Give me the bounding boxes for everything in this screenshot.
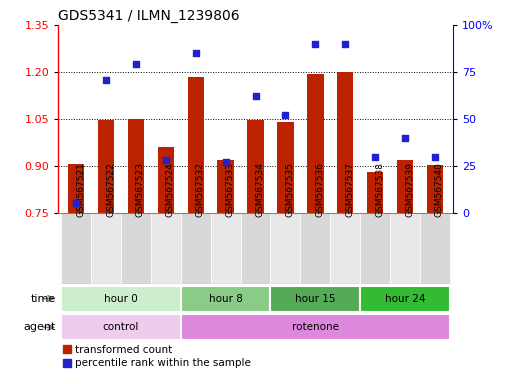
Text: GSM567532: GSM567532 — [195, 162, 205, 217]
Point — [340, 41, 348, 47]
Bar — [389, 213, 419, 284]
Bar — [247, 120, 263, 213]
Bar — [61, 314, 180, 340]
Text: GSM567524: GSM567524 — [166, 162, 175, 217]
Text: GSM567523: GSM567523 — [136, 162, 144, 217]
Text: agent: agent — [23, 322, 56, 333]
Point — [102, 76, 110, 83]
Point — [370, 154, 378, 160]
Text: GSM567538: GSM567538 — [374, 162, 383, 217]
Bar — [61, 286, 180, 311]
Point — [162, 157, 170, 164]
Point — [72, 200, 80, 206]
Text: GSM567535: GSM567535 — [285, 162, 294, 217]
Bar — [270, 286, 360, 311]
Text: GDS5341 / ILMN_1239806: GDS5341 / ILMN_1239806 — [58, 8, 239, 23]
Text: GSM567521: GSM567521 — [76, 162, 85, 217]
Text: hour 15: hour 15 — [294, 293, 335, 304]
Bar — [180, 314, 449, 340]
Bar — [180, 213, 210, 284]
Text: GSM567534: GSM567534 — [255, 162, 264, 217]
Text: rotenone: rotenone — [291, 322, 338, 333]
Bar — [91, 213, 121, 284]
Bar — [300, 213, 330, 284]
Bar — [307, 74, 323, 213]
Bar — [61, 213, 91, 284]
Point — [400, 135, 408, 141]
Bar — [150, 213, 180, 284]
Text: GSM567540: GSM567540 — [434, 162, 443, 217]
Bar — [366, 172, 383, 213]
Text: GSM567533: GSM567533 — [225, 162, 234, 217]
Point — [430, 154, 438, 160]
Bar — [330, 213, 360, 284]
Point — [281, 112, 289, 118]
Bar — [426, 165, 442, 213]
Legend: transformed count, percentile rank within the sample: transformed count, percentile rank withi… — [58, 341, 255, 372]
Bar — [336, 72, 353, 213]
Bar — [240, 213, 270, 284]
Bar — [157, 147, 174, 213]
Text: hour 8: hour 8 — [208, 293, 242, 304]
Bar — [121, 213, 150, 284]
Bar — [127, 119, 144, 213]
Bar — [217, 160, 233, 213]
Bar — [360, 286, 449, 311]
Bar — [360, 213, 389, 284]
Point — [221, 159, 229, 166]
Text: control: control — [103, 322, 139, 333]
Text: GSM567536: GSM567536 — [315, 162, 324, 217]
Bar — [396, 160, 413, 213]
Text: hour 24: hour 24 — [384, 293, 424, 304]
Text: hour 0: hour 0 — [104, 293, 137, 304]
Point — [251, 93, 259, 99]
Point — [191, 50, 199, 56]
Bar — [68, 164, 84, 213]
Bar — [210, 213, 240, 284]
Bar — [180, 286, 270, 311]
Text: GSM567522: GSM567522 — [106, 162, 115, 217]
Point — [311, 41, 319, 47]
Bar — [277, 122, 293, 213]
Text: GSM567537: GSM567537 — [344, 162, 354, 217]
Text: time: time — [30, 293, 56, 304]
Bar — [187, 77, 204, 213]
Bar — [270, 213, 300, 284]
Point — [132, 61, 140, 68]
Text: GSM567539: GSM567539 — [404, 162, 413, 217]
Bar — [97, 120, 114, 213]
Bar — [419, 213, 449, 284]
